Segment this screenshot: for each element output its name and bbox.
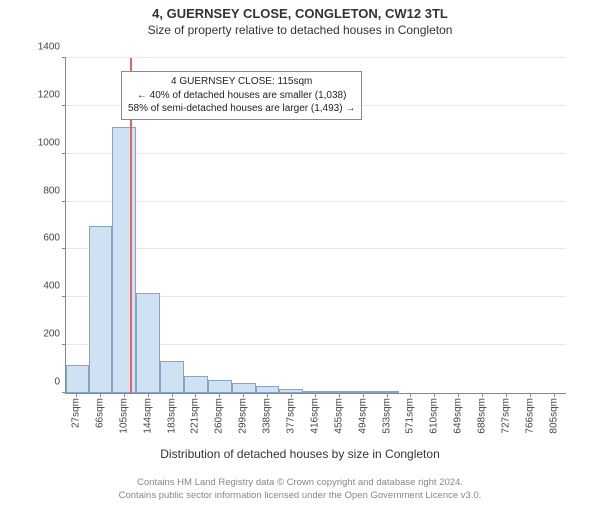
x-tick-mark — [410, 393, 411, 397]
y-tick-label: 1400 — [38, 42, 60, 53]
x-tick-mark — [291, 393, 292, 397]
x-tick-label: 727sqm — [500, 398, 511, 434]
x-tick-mark — [315, 393, 316, 397]
x-tick-label: 377sqm — [286, 398, 297, 434]
x-tick-mark — [267, 393, 268, 397]
x-tick-label: 144sqm — [143, 398, 154, 434]
grid-line — [66, 201, 566, 202]
annotation-line: 58% of semi-detached houses are larger (… — [128, 102, 355, 116]
y-tick-label: 400 — [43, 281, 60, 292]
y-tick-label: 200 — [43, 329, 60, 340]
y-tick-mark — [62, 344, 66, 345]
footer-attribution: Contains HM Land Registry data © Crown c… — [0, 477, 600, 502]
x-tick-mark — [100, 393, 101, 397]
histogram-bar — [232, 383, 256, 393]
grid-line — [66, 153, 566, 154]
page-subtitle: Size of property relative to detached ho… — [0, 23, 600, 37]
y-tick-mark — [62, 105, 66, 106]
y-tick-mark — [62, 201, 66, 202]
y-tick-mark — [62, 57, 66, 58]
annotation-line: 4 GUERNSEY CLOSE: 115sqm — [128, 75, 355, 89]
x-tick-mark — [124, 393, 125, 397]
y-tick-mark — [62, 296, 66, 297]
x-tick-label: 455sqm — [334, 398, 345, 434]
x-tick-label: 805sqm — [548, 398, 559, 434]
histogram-bar — [160, 361, 184, 393]
x-tick-label: 221sqm — [190, 398, 201, 434]
x-tick-label: 66sqm — [95, 398, 106, 428]
x-axis-label: Distribution of detached houses by size … — [0, 447, 600, 461]
grid-line — [66, 248, 566, 249]
x-tick-label: 27sqm — [71, 398, 82, 428]
x-tick-label: 688sqm — [476, 398, 487, 434]
x-tick-mark — [458, 393, 459, 397]
x-tick-label: 766sqm — [524, 398, 535, 434]
page-title: 4, GUERNSEY CLOSE, CONGLETON, CW12 3TL — [0, 6, 600, 21]
x-tick-mark — [530, 393, 531, 397]
y-tick-mark — [62, 153, 66, 154]
x-tick-mark — [195, 393, 196, 397]
histogram-bar — [256, 386, 279, 393]
x-tick-label: 610sqm — [429, 398, 440, 434]
footer-line-2: Contains public sector information licen… — [0, 490, 600, 502]
x-tick-mark — [243, 393, 244, 397]
x-tick-mark — [363, 393, 364, 397]
chart-container: Number of detached properties 0200400600… — [0, 48, 600, 463]
footer-line-1: Contains HM Land Registry data © Crown c… — [0, 477, 600, 489]
x-tick-mark — [219, 393, 220, 397]
x-tick-label: 494sqm — [357, 398, 368, 434]
x-tick-mark — [148, 393, 149, 397]
y-tick-label: 0 — [54, 377, 60, 388]
x-tick-mark — [172, 393, 173, 397]
annotation-box: 4 GUERNSEY CLOSE: 115sqm← 40% of detache… — [121, 71, 362, 120]
x-tick-mark — [554, 393, 555, 397]
x-tick-label: 571sqm — [405, 398, 416, 434]
x-tick-mark — [506, 393, 507, 397]
x-tick-label: 105sqm — [119, 398, 130, 434]
y-tick-label: 1200 — [38, 89, 60, 100]
x-tick-label: 338sqm — [262, 398, 273, 434]
x-tick-label: 183sqm — [167, 398, 178, 434]
histogram-bar — [184, 376, 208, 393]
x-tick-mark — [434, 393, 435, 397]
y-tick-label: 600 — [43, 233, 60, 244]
x-tick-label: 649sqm — [453, 398, 464, 434]
histogram-bar — [136, 293, 160, 394]
x-tick-mark — [76, 393, 77, 397]
x-tick-mark — [339, 393, 340, 397]
y-tick-label: 1000 — [38, 137, 60, 148]
histogram-bar — [89, 226, 112, 394]
y-tick-label: 800 — [43, 185, 60, 196]
x-tick-label: 533sqm — [381, 398, 392, 434]
plot-area: 020040060080010001200140027sqm66sqm105sq… — [65, 58, 566, 394]
x-tick-label: 416sqm — [310, 398, 321, 434]
y-tick-mark — [62, 248, 66, 249]
x-tick-label: 299sqm — [238, 398, 249, 434]
annotation-line: ← 40% of detached houses are smaller (1,… — [128, 89, 355, 103]
x-tick-mark — [387, 393, 388, 397]
x-tick-mark — [482, 393, 483, 397]
grid-line — [66, 57, 566, 58]
x-tick-label: 260sqm — [214, 398, 225, 434]
histogram-bar — [66, 365, 89, 393]
histogram-bar — [208, 380, 232, 393]
